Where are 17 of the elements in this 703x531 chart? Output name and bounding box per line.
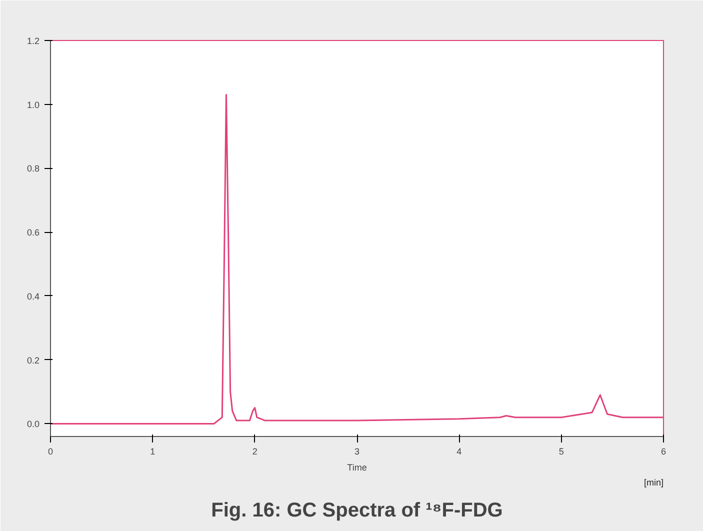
y-tick-label: 0.4 [26,291,40,302]
y-tick-label: 1.2 [26,36,40,46]
x-tick-label: 0 [48,446,54,456]
text: [min] [644,478,664,488]
y-tick-label: 0.6 [26,228,40,238]
y-tick-label: 1.0 [26,100,40,110]
y-tick-label: 0.0 [26,419,40,430]
x-tick-label: 2 [252,446,258,456]
x-tick-label: 3 [354,446,360,456]
y-tick-label: 0.8 [26,164,40,174]
x-tick-label: 6 [660,446,666,456]
x-tick-label: 1 [150,446,156,456]
text: Fig. 16: GC Spectra of ¹⁸F-FDG [211,500,503,522]
y-tick-label: 0.2 [26,355,40,366]
x-tick-label: 5 [558,446,564,456]
x-tick-label: 4 [456,446,462,456]
x-axis-title: Time [347,462,367,472]
